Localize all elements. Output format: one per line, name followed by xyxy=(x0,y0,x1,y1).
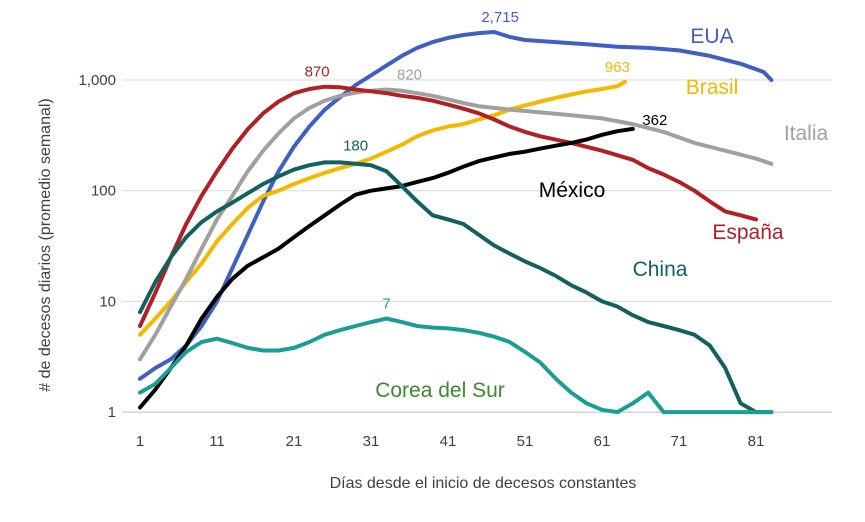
series-labels: EUA Brasil Italia México España China Corea de… xyxy=(375,25,828,402)
series-label-españa: España xyxy=(712,221,784,244)
series-line-corea-del-sur xyxy=(138,316,774,415)
series-line-eua xyxy=(138,30,774,381)
series-line-méxico xyxy=(138,126,635,410)
x-axis-title: Días desde el inicio de decesos constant… xyxy=(330,475,637,492)
y-tick-label: 10 xyxy=(99,293,116,310)
data-label: 820 xyxy=(397,67,422,84)
x-tick-label: 81 xyxy=(748,433,765,450)
series-lines xyxy=(138,30,774,415)
data-label: 180 xyxy=(343,137,368,154)
series-label-italia: Italia xyxy=(784,122,829,145)
series-label-corea-del-sur: Corea del Sur xyxy=(375,379,505,402)
data-label: 2,715 xyxy=(481,9,519,26)
series-line-italia xyxy=(138,87,774,362)
x-tick-label: 61 xyxy=(594,433,611,450)
y-axis-ticks: 1 10 100 1,000 xyxy=(78,72,116,421)
data-label: 963 xyxy=(605,59,630,76)
x-tick-label: 21 xyxy=(286,433,303,450)
x-tick-label: 41 xyxy=(440,433,457,450)
series-label-china: China xyxy=(633,258,688,281)
x-tick-label: 71 xyxy=(671,433,688,450)
gridlines xyxy=(122,79,832,413)
series-label-eua: EUA xyxy=(690,25,733,48)
x-tick-label: 31 xyxy=(363,433,380,450)
data-labels: 2,715 963 820 870 362 180 7 xyxy=(305,9,668,313)
series-label-méxico: México xyxy=(539,179,606,202)
series-label-brasil: Brasil xyxy=(686,76,739,99)
data-label: 362 xyxy=(642,112,667,129)
y-tick-label: 1,000 xyxy=(78,72,116,89)
series-line-china xyxy=(138,160,774,415)
series-line-españa xyxy=(138,84,758,328)
data-label: 7 xyxy=(382,296,390,313)
data-label: 870 xyxy=(305,64,330,81)
x-axis-ticks: 1 11 21 31 41 51 61 71 81 xyxy=(136,433,765,450)
y-tick-label: 100 xyxy=(91,183,116,200)
y-tick-label: 1 xyxy=(108,404,116,421)
series-line-brasil xyxy=(138,79,628,337)
x-tick-label: 11 xyxy=(209,433,225,450)
y-axis-title: # de decesos diarios (promedio semanal) xyxy=(37,98,54,391)
x-tick-label: 51 xyxy=(517,433,534,450)
x-tick-label: 1 xyxy=(136,433,144,450)
